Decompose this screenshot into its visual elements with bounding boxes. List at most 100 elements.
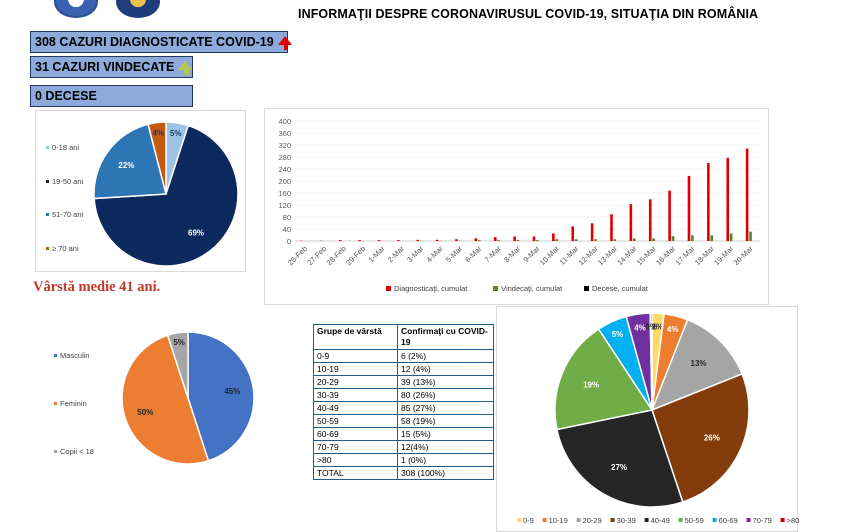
x-tick-label: 17-Mar <box>673 244 697 268</box>
legend-entry-40-49: 40-49 <box>651 516 670 525</box>
data-label-copii-18: 5% <box>173 338 185 347</box>
data-label-20-29: 13% <box>691 359 707 368</box>
x-tick-label: 20-Mar <box>732 244 756 268</box>
x-tick-label: 16-Mar <box>654 244 678 268</box>
table-cell: 1 (0%) <box>397 453 494 467</box>
legend-swatch-51-70-ani <box>46 213 49 216</box>
legend-entry-30-39: 30-39 <box>617 516 636 525</box>
table-cell: TOTAL <box>313 466 398 480</box>
bar-diagnostica-i-cumulat-15-mar <box>648 199 652 241</box>
x-tick-label: 12-Mar <box>577 244 601 268</box>
pie-slice-masculin <box>187 331 255 462</box>
bar-diagnostica-i-cumulat-9-mar <box>532 236 536 241</box>
pie-slice-70-ani <box>147 121 167 195</box>
bar-vindeca-i-cumulat-7-mar <box>497 240 500 241</box>
data-label-masculin: 45% <box>224 387 240 396</box>
age-group-table: Grupe de vârstă Confirmaţi cu COVID-19 0… <box>313 324 494 480</box>
legend-entry-50-59: 50-59 <box>685 516 704 525</box>
diagnosed-box: 308 CAZURI DIAGNOSTICATE COVID-19 <box>30 31 292 53</box>
gender-pie-chart: Masculin Feminin Copii < 18 45% 50% 5% <box>54 331 255 465</box>
bar-diagnostica-i-cumulat-14-mar <box>629 204 633 241</box>
x-tick-label: 18-Mar <box>693 244 717 268</box>
table-cell: 70-79 <box>313 440 398 454</box>
pie-slice-20-29 <box>650 318 744 412</box>
x-tick-label: 7-Mar <box>483 244 504 265</box>
y-tick-label: 80 <box>283 213 291 222</box>
legend-swatch-40-49 <box>644 518 649 522</box>
legend-entry-51-70-ani: 51-70 ani <box>52 210 84 219</box>
data-label-50-59: 19% <box>583 381 599 390</box>
data-label-80: 0% <box>645 323 657 332</box>
x-tick-label: 11-Mar <box>558 244 581 267</box>
x-tick-label: 1-Mar <box>366 244 387 265</box>
bar-diagnostica-i-cumulat-7-mar <box>493 237 497 241</box>
table-row: 70-79 12(4%) <box>313 440 494 454</box>
arrow-up-icon <box>178 60 193 70</box>
legend-entry-19-50-ani: 19-50 ani <box>52 177 84 186</box>
table-cell: 0-9 <box>313 349 398 363</box>
table-row: 10-19 12 (4%) <box>313 362 494 376</box>
bar-vindeca-i-cumulat-14-mar <box>632 238 636 241</box>
table-cell: 12(4%) <box>397 440 494 454</box>
bar-vindeca-i-cumulat-18-mar <box>710 235 714 241</box>
data-label-0-18-ani: 5% <box>170 129 182 138</box>
legend-swatch-80 <box>780 518 785 522</box>
table-cell: 85 (27%) <box>397 401 494 415</box>
diagnosed-text: 308 CAZURI DIAGNOSTICATE COVID-19 <box>35 35 274 49</box>
legend-entry-copii-18: Copii < 18 <box>60 447 94 456</box>
x-tick-label: 8-Mar <box>502 244 523 265</box>
pie-slice-50-59 <box>554 327 654 431</box>
bar-diagnostica-i-cumulat-1-mar <box>377 240 381 241</box>
table-cell: 308 (100%) <box>397 466 494 480</box>
legend-swatch-copii-18 <box>54 450 57 453</box>
legend-entry-diagnostica-i-cumulat: Diagnosticaţi, cumulat <box>394 284 468 293</box>
pie-slice-19-50-ani <box>93 124 239 267</box>
pie-slice-40-49 <box>556 409 684 508</box>
arrow-stem-icon <box>184 69 190 75</box>
y-tick-label: 120 <box>278 201 291 210</box>
bar-diagnostica-i-cumulat-6-mar <box>474 238 478 241</box>
y-tick-label: 0 <box>287 237 291 246</box>
y-tick-label: 360 <box>278 129 291 138</box>
table-cell: 60-69 <box>313 427 398 441</box>
data-label-19-50-ani: 69% <box>188 229 204 238</box>
bar-diagnostica-i-cumulat-28-feb <box>338 240 342 241</box>
bar-diagnostica-i-cumulat-2-mar <box>397 240 400 241</box>
y-tick-label: 40 <box>283 225 291 234</box>
bar-diagnostica-i-cumulat-19-mar <box>726 157 730 241</box>
legend-swatch-70-79 <box>746 518 751 522</box>
legend-entry-0-18-ani: 0-18 ani <box>52 143 79 152</box>
bar-vindeca-i-cumulat-11-mar <box>574 239 578 241</box>
bar-vindeca-i-cumulat-20-mar <box>749 231 752 241</box>
table-cell: 12 (4%) <box>397 362 494 376</box>
pie-slice-80 <box>649 312 653 411</box>
x-tick-label: 14-Mar <box>615 244 639 268</box>
y-tick-label: 280 <box>278 153 291 162</box>
table-cell: 10-19 <box>313 362 398 376</box>
data-label-10-19: 4% <box>667 325 679 334</box>
bar-diagnostica-i-cumulat-17-mar <box>687 175 691 241</box>
bar-diagnostica-i-cumulat-8-mar <box>513 236 516 241</box>
legend-swatch-0-18-ani <box>46 146 49 149</box>
legend-swatch-50-59 <box>678 518 683 522</box>
age-groups-chart-panel: 0-18 ani 19-50 ani 51-70 ani ≥ 70 ani 5% 69% 2… <box>35 110 246 272</box>
deaths-text: 0 DECESE <box>35 89 97 103</box>
legend-swatch-masculin <box>54 354 57 357</box>
bar-vindeca-i-cumulat-9-mar <box>536 240 539 241</box>
legend-entry-decese-cumulat: Decese, cumulat <box>592 284 649 293</box>
romania-logo-left <box>54 0 98 18</box>
bar-vindeca-i-cumulat-19-mar <box>729 233 733 241</box>
bar-diagnostica-i-cumulat-12-mar <box>590 223 594 241</box>
y-tick-label: 240 <box>278 165 291 174</box>
table-cell: 40-49 <box>313 401 398 415</box>
legend-entry-masculin: Masculin <box>60 351 90 360</box>
bar-diagnostica-i-cumulat-5-mar <box>455 239 458 241</box>
legend-entry-60-69: 60-69 <box>719 516 738 525</box>
x-tick-label: 6-Mar <box>463 244 484 265</box>
table-header-cell: Grupe de vârstă <box>313 324 398 350</box>
pie-slice-51-70-ani <box>93 123 167 200</box>
table-row: 20-29 39 (13%) <box>313 375 494 389</box>
bar-diagnostica-i-cumulat-13-mar <box>610 214 613 241</box>
legend-swatch-30-39 <box>610 518 615 522</box>
bar-diagnostica-i-cumulat-18-mar <box>707 163 710 241</box>
